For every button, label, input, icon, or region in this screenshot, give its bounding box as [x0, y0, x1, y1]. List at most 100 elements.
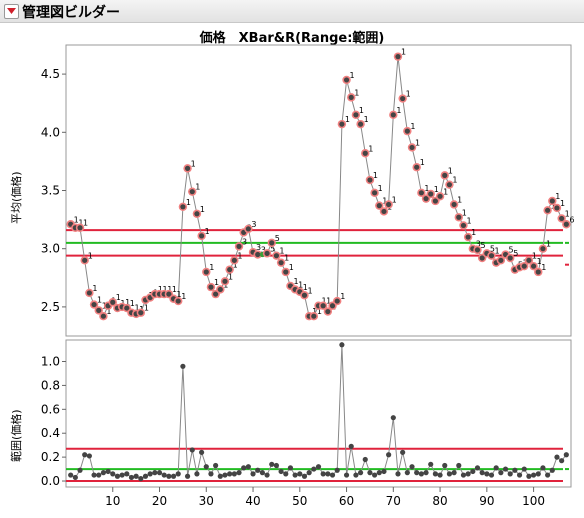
data-point — [498, 257, 504, 263]
data-point — [395, 471, 401, 477]
test-flag-label: 1 — [205, 227, 210, 236]
y-tick-label: 3.5 — [41, 184, 60, 198]
test-flag-label: 1 — [191, 159, 196, 168]
data-point — [184, 473, 191, 479]
data-point — [124, 471, 130, 477]
test-flag-label: 1 — [233, 261, 238, 270]
test-flag-label: 1 — [228, 272, 233, 281]
test-flag-label: 1 — [106, 307, 111, 316]
data-point — [217, 473, 223, 479]
x-tick-label: 70 — [386, 494, 401, 508]
data-point — [474, 247, 481, 253]
y-tick-label: 0.0 — [41, 474, 60, 488]
data-point — [231, 257, 237, 263]
data-point — [404, 128, 410, 134]
data-point — [442, 462, 448, 469]
data-point — [68, 472, 74, 478]
y-tick-label: 1.0 — [41, 355, 60, 369]
test-flag-label: 1 — [420, 158, 425, 167]
test-flag-label: 1 — [359, 106, 364, 115]
data-point — [456, 214, 462, 220]
y-tick-label: 4.5 — [41, 67, 60, 81]
test-flag-label: 1 — [392, 195, 397, 204]
test-flag-label: 1 — [452, 176, 457, 185]
test-flag-label: 5 — [275, 234, 280, 243]
data-point — [418, 190, 424, 196]
data-point — [334, 467, 340, 473]
data-point — [334, 298, 340, 304]
test-flag-label: 1 — [209, 263, 214, 272]
test-flag-label: 1 — [125, 298, 130, 307]
test-flag-label: 1 — [378, 184, 383, 193]
test-flag-label: 1 — [541, 263, 546, 272]
test-flag-label: 1 — [312, 307, 317, 316]
data-point — [269, 461, 275, 467]
data-point — [386, 201, 392, 208]
data-point — [287, 465, 294, 471]
chart-builder-title: 管理図ビルダー — [22, 5, 120, 21]
test-flag-label: 1 — [424, 184, 429, 193]
data-point — [540, 246, 546, 252]
data-point — [170, 473, 177, 479]
data-point — [311, 313, 317, 319]
data-point — [91, 472, 97, 478]
data-point — [545, 207, 551, 213]
test-flag-label: 1 — [307, 286, 312, 295]
data-point — [502, 466, 509, 472]
data-point — [451, 201, 457, 208]
data-point — [72, 474, 78, 481]
test-flag-label: 1 — [495, 247, 500, 256]
data-point — [507, 255, 513, 261]
data-point — [119, 472, 125, 478]
data-point — [423, 470, 429, 476]
data-point — [446, 471, 453, 477]
test-flag-label: 1 — [167, 285, 172, 294]
data-point — [516, 472, 523, 478]
data-point — [301, 473, 308, 479]
data-point — [110, 471, 116, 477]
data-point — [259, 470, 265, 476]
data-point — [530, 263, 537, 269]
data-point — [180, 204, 186, 210]
test-flag-label: 1 — [177, 290, 182, 299]
data-point — [535, 471, 541, 477]
data-point — [484, 471, 490, 477]
data-point — [357, 470, 364, 476]
data-point — [446, 182, 453, 188]
test-flag-label: 1 — [354, 88, 359, 97]
data-point — [437, 472, 443, 478]
data-point — [208, 284, 214, 290]
data-point — [128, 474, 135, 481]
data-point — [372, 472, 378, 478]
test-flag-label: 1 — [293, 277, 298, 286]
data-point — [423, 196, 429, 202]
test-flag-label: 1 — [326, 297, 331, 306]
data-point — [96, 472, 102, 478]
range-plot-frame — [65, 339, 572, 488]
data-point — [376, 470, 382, 476]
data-point — [250, 471, 256, 477]
data-point — [184, 165, 191, 171]
data-point — [203, 269, 209, 275]
test-flag-label: 1 — [406, 90, 411, 99]
data-point — [166, 291, 172, 297]
x-tick-label: 60 — [339, 494, 354, 508]
test-flag-label: 1 — [74, 215, 79, 224]
data-point — [161, 472, 167, 478]
test-flag-label: 1 — [466, 216, 471, 225]
test-flag-label: 1 — [546, 240, 551, 249]
data-point — [86, 290, 92, 296]
data-point — [236, 470, 242, 476]
data-point — [91, 301, 97, 308]
data-point — [521, 263, 527, 269]
data-point — [493, 465, 499, 471]
red-triangle-menu-icon[interactable] — [4, 4, 19, 19]
data-point — [432, 471, 438, 477]
test-flag-label: 1 — [471, 228, 476, 237]
data-point — [114, 473, 121, 479]
data-point — [409, 144, 415, 151]
data-point — [320, 303, 326, 309]
test-flag-label: 1 — [284, 254, 289, 263]
data-point — [147, 471, 153, 477]
data-point — [264, 472, 270, 478]
